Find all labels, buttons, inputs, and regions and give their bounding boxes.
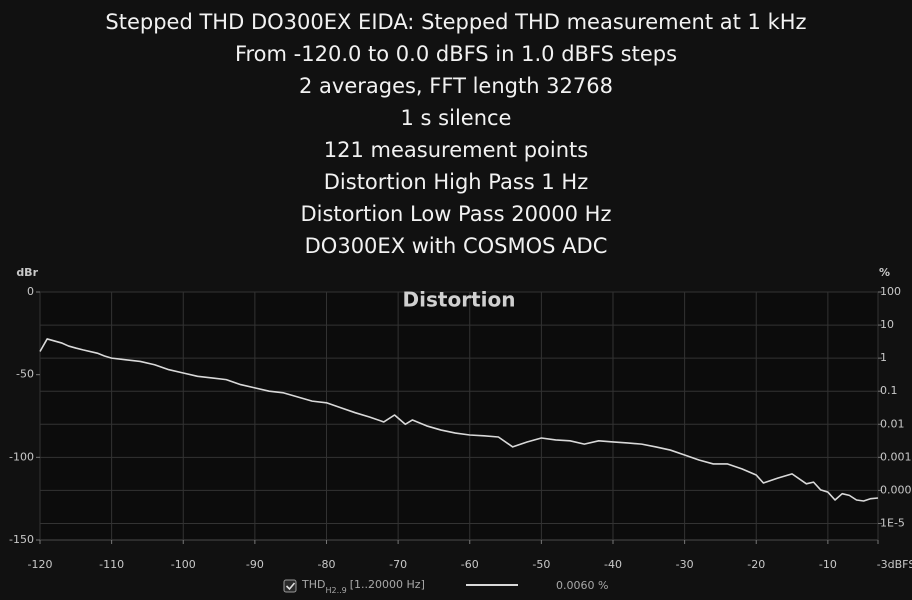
y-tick-label: -100 — [9, 450, 34, 463]
title-line: Distortion Low Pass 20000 Hz — [300, 202, 611, 226]
x-tick-label: -20 — [747, 558, 765, 571]
x-tick-label: -120 — [28, 558, 53, 571]
y2-tick-label: 0.1 — [880, 384, 898, 397]
title-line: From -120.0 to 0.0 dBFS in 1.0 dBFS step… — [235, 42, 677, 66]
x-tick-label: -80 — [318, 558, 336, 571]
legend-name: THD — [301, 578, 325, 591]
x-tick-label: -100 — [171, 558, 196, 571]
x-tick-label: -70 — [389, 558, 407, 571]
y2-tick-label: 0.01 — [880, 417, 905, 430]
legend-check-mark — [285, 582, 296, 591]
x-tick-label: -40 — [604, 558, 622, 571]
y2-tick-label: 1E-5 — [880, 516, 905, 529]
x-tick-label: -10 — [819, 558, 837, 571]
y2-tick-label: 1 — [880, 351, 887, 364]
x-tick-label: -30 — [676, 558, 694, 571]
legend-subscript: H2..9 — [325, 586, 346, 595]
data-line — [39, 338, 879, 502]
y2-tick-label: 10 — [880, 318, 894, 331]
title-line: 1 s silence — [401, 106, 512, 130]
y-tick-label: -50 — [16, 368, 34, 381]
y2-axis-label: % — [879, 266, 890, 279]
x-tick-label: -3dBFS — [877, 558, 912, 571]
legend-label: THDH2..9 [1..20000 Hz] — [301, 578, 425, 595]
title-line: 2 averages, FFT length 32768 — [299, 74, 613, 98]
legend-checkbox[interactable] — [283, 579, 297, 593]
y-axis-label: dBr — [16, 266, 38, 279]
plot-title: Distortion — [403, 288, 516, 312]
title-line: DO300EX with COSMOS ADC — [305, 234, 608, 258]
title-line: Stepped THD DO300EX EIDA: Stepped THD me… — [105, 10, 806, 34]
x-tick-label: -110 — [99, 558, 124, 571]
legend-range: [1..20000 Hz] — [350, 578, 425, 591]
x-tick-label: -60 — [461, 558, 479, 571]
legend-value: 0.0060 % — [556, 579, 608, 592]
y2-tick-label: 0.001 — [880, 450, 912, 463]
y-tick-label: 0 — [27, 285, 34, 298]
plot-area — [39, 291, 879, 541]
x-tick-label: -50 — [532, 558, 550, 571]
title-line: Distortion High Pass 1 Hz — [324, 170, 589, 194]
y2-tick-label: 100 — [880, 285, 901, 298]
y-tick-label: -150 — [9, 533, 34, 546]
title-line: 121 measurement points — [324, 138, 588, 162]
x-tick-label: -90 — [246, 558, 264, 571]
